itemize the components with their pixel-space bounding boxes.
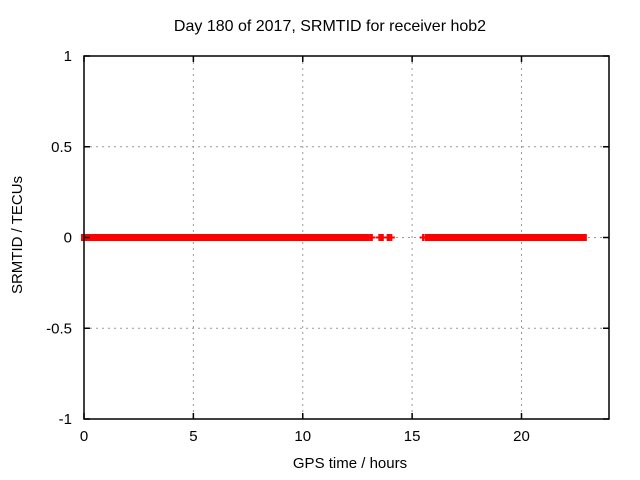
data-segment	[424, 234, 587, 241]
y-tick-label: -1	[59, 411, 72, 428]
y-tick-label: 1	[64, 48, 72, 65]
y-tick-label: 0.5	[51, 139, 72, 156]
data-segment	[81, 234, 370, 241]
x-tick-label: 5	[189, 428, 197, 445]
x-tick-label: 20	[513, 428, 530, 445]
y-tick-label: 0	[64, 230, 72, 247]
y-axis-label: SRMTID / TECUs	[9, 175, 26, 295]
x-tick-label: 0	[80, 428, 88, 445]
x-tick-label: 10	[294, 428, 311, 445]
x-tick-label: 15	[404, 428, 421, 445]
chart-title: Day 180 of 2017, SRMTID for receiver hob…	[173, 18, 487, 35]
x-axis-label: GPS time / hours	[292, 455, 408, 472]
y-tick-label: -0.5	[46, 320, 72, 337]
